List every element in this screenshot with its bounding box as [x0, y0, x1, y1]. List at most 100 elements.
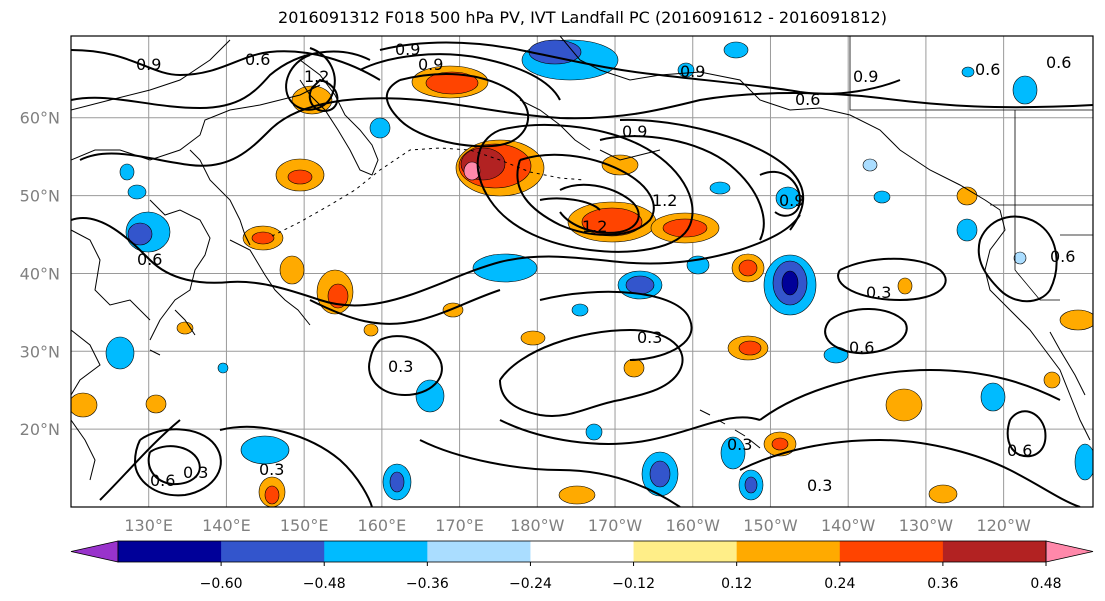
pv-anomaly-positive: [327, 283, 349, 309]
contour-label: 0.6: [245, 50, 270, 69]
colorbar-segment: [942, 541, 1047, 562]
pv-anomaly-positive: [287, 169, 313, 185]
latitude-label: 60°N: [20, 109, 60, 128]
contour-label: 0.6: [150, 471, 175, 490]
contour-label: 0.6: [795, 90, 820, 109]
longitude-labels: 130°E 140°E 150°E 160°E 170°E 180°W 170°W 160°W…: [124, 516, 1031, 535]
colorbar-frame: [117, 540, 1047, 563]
pv-anomaly-positive: [738, 340, 762, 356]
pv-anomaly-positive: [885, 388, 923, 422]
pv-anomaly-negative: [127, 184, 147, 200]
longitude-label: 180°W: [510, 516, 565, 535]
pv-anomaly-positive: [71, 392, 98, 418]
pv-contour: [71, 49, 381, 81]
pv-anomaly-negative: [781, 270, 799, 296]
pv-anomaly-positive: [176, 321, 194, 335]
contour-label: 0.3: [807, 476, 832, 495]
pv-anomaly-negative: [127, 222, 153, 246]
pv-contour: [977, 215, 1058, 303]
pv-anomaly-positive: [463, 161, 481, 181]
contour-label: 0.3: [183, 463, 208, 482]
longitude-label: 170°W: [588, 516, 643, 535]
pv-contour: [759, 170, 802, 217]
coastline: [71, 39, 321, 481]
pv-anomaly-positive: [145, 394, 167, 414]
colorbar-segment: [427, 541, 531, 562]
pv-contour: [499, 328, 684, 417]
latitude-label: 20°N: [20, 420, 60, 439]
pv-anomaly-negative: [625, 275, 655, 295]
colorbar-segment: [736, 541, 841, 562]
pv-anomaly-negative: [1074, 443, 1093, 481]
pv-anomaly-negative: [873, 190, 891, 204]
colorbar-tick-label: 0.48: [1030, 576, 1061, 592]
pv-anomaly-negative: [389, 471, 405, 493]
pv-anomaly-positive: [662, 218, 708, 238]
pv-contour: [516, 153, 655, 236]
pv-contour: [147, 445, 201, 486]
pv-anomaly-negative: [961, 66, 975, 78]
colorbar-tick-label: −0.60: [200, 576, 243, 592]
contour-label: 0.3: [727, 435, 752, 454]
contour-label: 0.3: [388, 357, 413, 376]
pv-contour: [379, 41, 901, 95]
pv-contour: [476, 124, 694, 253]
pv-contour: [219, 425, 373, 507]
pv-contour: [1006, 410, 1047, 458]
pv-contour: [308, 78, 339, 112]
pv-anomaly-positive: [601, 154, 639, 176]
pv-anomaly-negative: [723, 41, 749, 59]
colorbar-tick-label: 0.12: [721, 576, 752, 592]
contour-label: 0.9: [418, 55, 443, 74]
contour-label: 1.2: [652, 191, 677, 210]
pv-anomaly-negative: [720, 436, 746, 470]
pv-contour: [739, 438, 1081, 507]
contour-label: 0.6: [1050, 247, 1075, 266]
pv-contour: [99, 419, 181, 501]
pv-contour: [837, 257, 947, 302]
colorbar-tick-label: −0.36: [406, 576, 449, 592]
pv-contour: [285, 47, 336, 111]
contour-label: 1.2: [304, 67, 329, 86]
pv-anomaly-positive: [251, 231, 275, 245]
longitude-label: 160°W: [666, 516, 721, 535]
pv-anomaly-positive: [425, 71, 479, 95]
latitude-label: 50°N: [20, 187, 60, 206]
contour-label: 1.2: [582, 217, 607, 236]
pv-anomaly-negative: [980, 382, 1006, 412]
contour-label: 0.6: [1046, 53, 1071, 72]
colorbar-tick-label: 0.24: [824, 576, 855, 592]
pv-anomaly-negative: [571, 303, 589, 317]
pv-contour: [619, 118, 805, 231]
contour-label: 0.3: [259, 460, 284, 479]
pv-anomaly-negative: [956, 218, 978, 242]
pv-anomaly-positive: [928, 484, 958, 504]
country-border: [849, 36, 1093, 301]
colorbar-tick-label: −0.12: [612, 576, 655, 592]
colorbar-segment: [221, 541, 325, 562]
pv-contour: [539, 290, 693, 361]
pv-anomaly-negative: [862, 158, 878, 172]
pv-anomaly-positive: [738, 259, 758, 277]
colorbar-segment: [633, 541, 738, 562]
contour-label: 0.6: [849, 338, 874, 357]
contour-label: 0.9: [136, 55, 161, 74]
pv-contour: [419, 439, 681, 507]
pv-anomaly-positive: [363, 323, 379, 337]
longitude-label: 150°W: [743, 516, 798, 535]
colorbar-segment: [118, 541, 222, 562]
pv-contour: [368, 335, 443, 397]
longitude-label: 140°E: [202, 516, 251, 535]
pv-contours: [71, 41, 1093, 507]
latitude-labels: 60°N 50°N 40°N 30°N 20°N: [20, 109, 60, 439]
colorbar-segment: [324, 541, 428, 562]
pv-contour: [599, 135, 765, 241]
pv-anomaly-negative: [1013, 251, 1027, 265]
pv-contour: [559, 183, 640, 234]
contour-label: 0.9: [680, 62, 705, 81]
pv-contour: [499, 416, 761, 445]
coastline: [984, 209, 1091, 441]
pv-anomaly-positive: [956, 186, 978, 206]
longitude-label: 170°E: [435, 516, 484, 535]
